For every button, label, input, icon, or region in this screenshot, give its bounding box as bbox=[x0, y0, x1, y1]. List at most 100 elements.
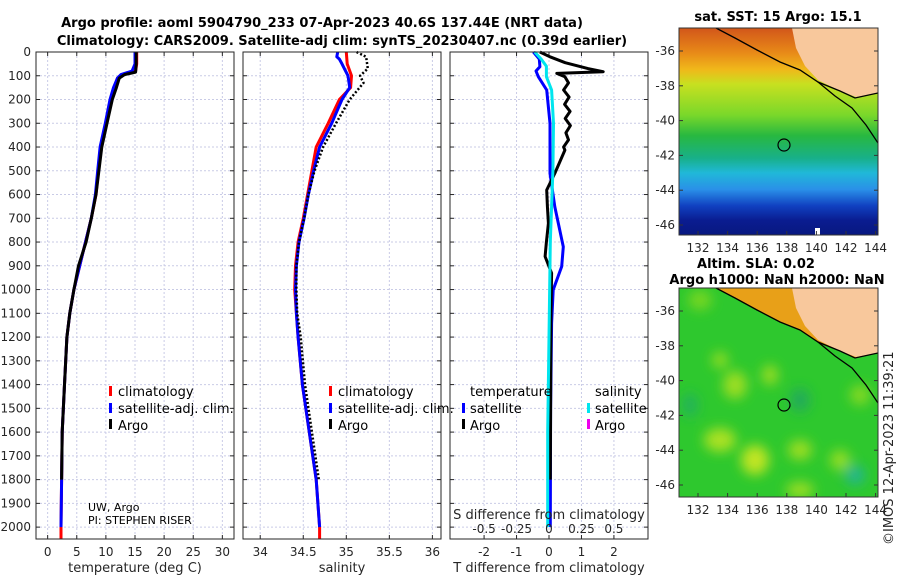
legend-label: Argo bbox=[338, 419, 368, 434]
difference-legend: temperature salinity satellite Argo sate… bbox=[462, 385, 647, 434]
lon-tick-label: 134 bbox=[716, 503, 739, 517]
lat-tick-label: -40 bbox=[655, 114, 675, 128]
y-tick-label: 1900 bbox=[0, 496, 31, 510]
lat-tick-label: -44 bbox=[655, 183, 675, 197]
y-tick-label: 300 bbox=[8, 116, 31, 130]
y-tick-label: 800 bbox=[8, 235, 31, 249]
sla-map[interactable] bbox=[679, 288, 878, 498]
lat-tick-label: -36 bbox=[655, 304, 675, 318]
y-tick-label: 2000 bbox=[0, 520, 31, 534]
series-line-satellite-adj-clim- bbox=[294, 51, 352, 528]
x-tick-label: 36 bbox=[425, 545, 440, 559]
y-tick-label: 1300 bbox=[0, 354, 31, 368]
x-axis-label: T difference from climatology bbox=[452, 561, 645, 576]
y-tick-label: 200 bbox=[8, 93, 31, 107]
float-position-marker bbox=[777, 138, 791, 152]
y-tick-label: 1500 bbox=[0, 401, 31, 415]
map-axis-ticks: -36 -38 -40 -42 -44 -46 132 134 136 138 140 142 144 -… bbox=[655, 44, 887, 517]
float-position-marker bbox=[777, 398, 791, 412]
x-tick-label: 0 bbox=[44, 545, 52, 559]
series-line-t-argo bbox=[539, 50, 605, 480]
temperature-panel: 0100200300400500600700800900100011001200… bbox=[0, 45, 235, 576]
y-tick-label: 900 bbox=[8, 259, 31, 273]
y-tick-label: 500 bbox=[8, 164, 31, 178]
coastline bbox=[817, 341, 878, 404]
lon-tick-label: 138 bbox=[775, 503, 798, 517]
lon-tick-label: 134 bbox=[716, 241, 739, 255]
lon-tick-label: 142 bbox=[835, 241, 858, 255]
legend-label: satellite bbox=[470, 402, 522, 417]
coastline bbox=[817, 81, 878, 144]
x-tick-label: 34.5 bbox=[290, 545, 317, 559]
sst-map[interactable] bbox=[679, 28, 878, 236]
lon-tick-label: 144 bbox=[864, 503, 887, 517]
x-tick-label: 10 bbox=[98, 545, 113, 559]
x-tick-label: -2 bbox=[478, 545, 490, 559]
x-tick-label: 30 bbox=[215, 545, 230, 559]
x-tick-label: 35 bbox=[339, 545, 354, 559]
s-axis-ticks: -0.5 -0.25 0 0.25 0.5 bbox=[472, 522, 623, 536]
source-pi: PI: STEPHEN RISER bbox=[88, 514, 192, 527]
lon-tick-label: 132 bbox=[687, 241, 710, 255]
x-tick-label: 35.5 bbox=[376, 545, 403, 559]
x-tick-label: 5 bbox=[73, 545, 81, 559]
legend-marker-argo bbox=[109, 419, 112, 429]
y-tick-label: 700 bbox=[8, 211, 31, 225]
figure-title-line1: Argo profile: aoml 5904790_233 07-Apr-20… bbox=[61, 16, 583, 31]
y-tick-label: 400 bbox=[8, 140, 31, 154]
x-tick-label: 20 bbox=[156, 545, 171, 559]
legend-label: satellite-adj. clim. bbox=[118, 402, 234, 417]
y-tick-label: 100 bbox=[8, 69, 31, 83]
y-tick-label: 1400 bbox=[0, 378, 31, 392]
y-tick-label: 1600 bbox=[0, 425, 31, 439]
y-tick-label: 1800 bbox=[0, 473, 31, 487]
series-line-argo bbox=[60, 52, 138, 480]
y-tick-label: 1100 bbox=[0, 306, 31, 320]
legend-marker-s-satellite bbox=[587, 403, 590, 413]
legend-marker-s-argo bbox=[587, 419, 590, 429]
s-tick-label: 0.25 bbox=[568, 522, 595, 536]
s-tick-label: 0 bbox=[545, 522, 553, 536]
s-tick-label: -0.5 bbox=[472, 522, 495, 536]
lat-tick-label: -46 bbox=[655, 218, 675, 232]
s-axis-label: S difference from climatology bbox=[453, 508, 645, 523]
land-area bbox=[792, 288, 878, 357]
sla-map-frame bbox=[678, 287, 879, 498]
y-tick-label: 600 bbox=[8, 188, 31, 202]
x-tick-label: 1 bbox=[578, 545, 586, 559]
axes-frame bbox=[449, 51, 649, 540]
legend-marker-t-argo bbox=[462, 419, 465, 429]
land-area bbox=[792, 28, 878, 97]
legend-marker-climatology bbox=[109, 386, 112, 396]
lon-tick-label: 140 bbox=[805, 503, 828, 517]
axes-frame bbox=[242, 51, 442, 540]
lon-tick-label: 136 bbox=[746, 503, 769, 517]
lon-tick-label: 136 bbox=[746, 241, 769, 255]
y-tick-label: 1000 bbox=[0, 283, 31, 297]
legend-title-temperature: temperature bbox=[470, 385, 552, 400]
lon-tick-label: 132 bbox=[687, 503, 710, 517]
x-tick-label: 25 bbox=[186, 545, 201, 559]
legend-marker-satellite bbox=[329, 403, 332, 413]
lat-tick-label: -44 bbox=[655, 443, 675, 457]
salinity-legend: climatology satellite-adj. clim. Argo bbox=[329, 385, 454, 434]
sst-map-frame bbox=[678, 27, 879, 236]
legend-label: Argo bbox=[118, 419, 148, 434]
legend-label: climatology bbox=[118, 385, 194, 400]
legend-marker-t-satellite bbox=[462, 403, 465, 413]
coastline bbox=[715, 288, 878, 359]
series-line-argo bbox=[295, 50, 370, 480]
lon-tick-label: 144 bbox=[864, 241, 887, 255]
lat-tick-label: -40 bbox=[655, 374, 675, 388]
lon-tick-label: 142 bbox=[835, 503, 858, 517]
lat-tick-label: -42 bbox=[655, 148, 675, 162]
sla-map-title-line2: Argo h1000: NaN h2000: NaN bbox=[669, 273, 884, 288]
legend-label: satellite-adj. clim. bbox=[338, 402, 454, 417]
lat-tick-label: -38 bbox=[655, 79, 675, 93]
x-tick-label: 15 bbox=[127, 545, 142, 559]
legend-marker-argo bbox=[329, 419, 332, 429]
y-tick-label: 0 bbox=[23, 45, 31, 59]
legend-label: climatology bbox=[338, 385, 414, 400]
legend-marker-climatology bbox=[329, 386, 332, 396]
